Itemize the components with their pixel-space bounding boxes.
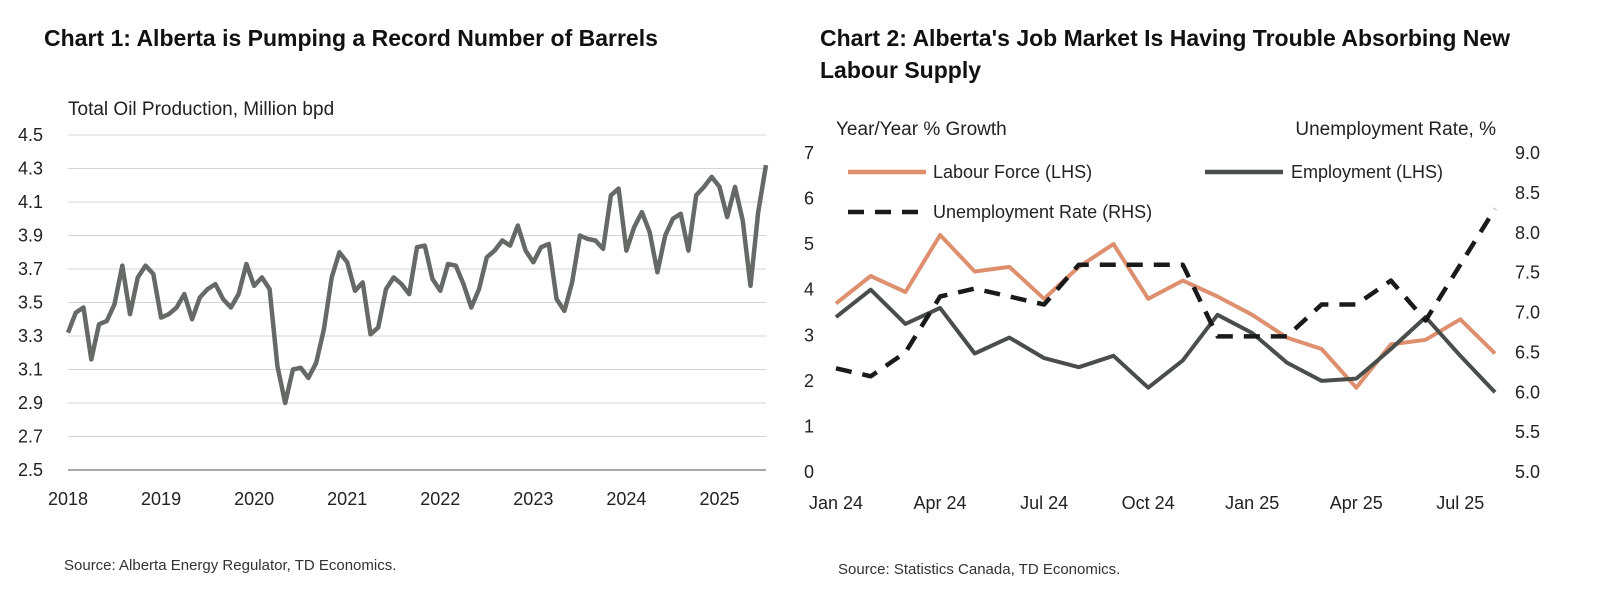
chart2-legend-label: Labour Force (LHS) <box>933 162 1092 182</box>
chart2-left-tick: 0 <box>804 462 814 482</box>
chart2-right-tick: 8.5 <box>1515 183 1540 203</box>
chart1-x-tick: 2025 <box>699 489 739 509</box>
chart1-y-tick: 3.7 <box>18 259 43 279</box>
chart2-x-tick: Apr 24 <box>914 493 967 513</box>
chart1-y-tick: 2.9 <box>18 393 43 413</box>
chart2-x-tick: Jul 25 <box>1436 493 1484 513</box>
chart2-legend-label: Unemployment Rate (RHS) <box>933 202 1152 222</box>
chart2-x-tick: Oct 24 <box>1122 493 1175 513</box>
chart2-series-line-3 <box>835 207 1497 379</box>
chart2-x-tick: Apr 25 <box>1330 493 1383 513</box>
chart1-series-line <box>65 164 769 406</box>
chart2-x-tick: Jan 25 <box>1225 493 1279 513</box>
chart1-y-tick: 3.1 <box>18 360 43 380</box>
chart2-left-tick: 6 <box>804 189 814 209</box>
chart1-x-tick: 2021 <box>327 489 367 509</box>
chart2-right-tick: 5.0 <box>1515 462 1540 482</box>
chart1-x-tick: 2019 <box>141 489 181 509</box>
chart2-x-tick: Jul 24 <box>1020 493 1068 513</box>
chart1-x-tick: 2020 <box>234 489 274 509</box>
chart1-x-tick: 2022 <box>420 489 460 509</box>
chart2-right-tick: 6.0 <box>1515 382 1540 402</box>
chart2-right-tick: 9.0 <box>1515 143 1540 163</box>
chart2-right-tick: 8.0 <box>1515 223 1540 243</box>
chart1-y-tick: 2.7 <box>18 427 43 447</box>
chart1-y-tick: 3.3 <box>18 326 43 346</box>
chart2-left-tick: 3 <box>804 325 814 345</box>
chart2-left-tick: 1 <box>804 416 814 436</box>
chart2-right-tick: 5.5 <box>1515 422 1540 442</box>
chart1-x-tick: 2018 <box>48 489 88 509</box>
chart1-y-tick: 2.5 <box>18 460 43 480</box>
chart1-y-tick: 4.5 <box>18 125 43 145</box>
chart2-right-axis-label: Unemployment Rate, % <box>1295 119 1496 140</box>
chart1-y-axis-label: Total Oil Production, Million bpd <box>68 99 335 120</box>
chart1-x-tick: 2023 <box>513 489 553 509</box>
chart2-right-tick: 7.0 <box>1515 303 1540 323</box>
chart2-left-axis-label: Year/Year % Growth <box>836 119 1007 140</box>
chart2-right-tick: 6.5 <box>1515 342 1540 362</box>
chart2-right-tick: 7.5 <box>1515 263 1540 283</box>
chart2-source: Source: Statistics Canada, TD Economics. <box>838 561 1121 578</box>
chart1-y-tick: 3.9 <box>18 226 43 246</box>
chart2-title: Chart 2: Alberta's Job Market Is Having … <box>820 25 1511 83</box>
chart2-x-tick: Jan 24 <box>809 493 863 513</box>
chart1-y-tick: 4.3 <box>18 159 43 179</box>
chart2-left-tick: 4 <box>804 280 814 300</box>
chart2-series-line-2 <box>834 287 1497 394</box>
chart1-y-tick: 4.1 <box>18 192 43 212</box>
chart2-left-tick: 2 <box>804 371 814 391</box>
chart2-left-tick: 5 <box>804 234 814 254</box>
chart1-x-tick: 2024 <box>606 489 646 509</box>
chart2-legend-label: Employment (LHS) <box>1291 162 1443 182</box>
chart1-title: Chart 1: Alberta is Pumping a Record Num… <box>44 25 658 51</box>
chart2-left-tick: 7 <box>804 143 814 163</box>
chart1-source: Source: Alberta Energy Regulator, TD Eco… <box>64 557 397 574</box>
chart1-y-tick: 3.5 <box>18 293 43 313</box>
